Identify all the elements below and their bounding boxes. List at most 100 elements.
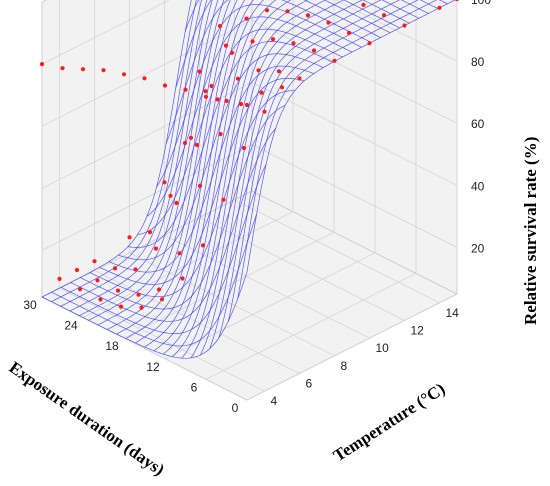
data-point	[326, 20, 331, 25]
z-axis-title: Relative survival rate (%)	[521, 137, 540, 325]
x-tick-label: 12	[146, 360, 160, 374]
y-axis-title: Temperature (°C)	[330, 379, 449, 465]
data-point	[259, 90, 264, 95]
data-point	[264, 8, 270, 13]
data-point	[223, 43, 229, 48]
data-point	[346, 30, 352, 35]
data-point	[402, 23, 407, 28]
gridline-y	[129, 0, 335, 357]
data-point	[168, 193, 173, 198]
data-point	[215, 97, 220, 102]
data-point	[183, 87, 188, 92]
x-tick-label: 24	[64, 319, 78, 333]
z-tick-label: 40	[471, 179, 485, 193]
observed-points	[39, 0, 459, 310]
gridline-x	[205, 0, 417, 380]
data-point	[244, 102, 250, 108]
data-point	[136, 292, 141, 297]
data-point	[194, 142, 200, 148]
x-tick-label: 0	[232, 401, 239, 415]
data-point	[142, 76, 147, 81]
y-tick-label: 12	[411, 324, 425, 338]
data-point	[311, 48, 317, 53]
data-point	[238, 101, 244, 107]
data-point	[262, 109, 267, 114]
data-point	[98, 297, 103, 302]
data-point	[209, 83, 214, 89]
data-point	[101, 68, 106, 73]
data-point	[297, 76, 302, 81]
data-point	[153, 246, 159, 251]
y-tick-label: 6	[306, 377, 313, 391]
data-point	[180, 276, 185, 281]
data-point	[118, 304, 124, 309]
gridline-x	[41, 0, 253, 298]
data-point	[197, 69, 202, 74]
gridline-y	[234, 0, 440, 304]
data-point	[147, 230, 153, 235]
gridline-x	[164, 0, 376, 360]
data-point	[437, 5, 442, 10]
surface-line-temperature	[175, 0, 381, 89]
x-tick-label: 18	[105, 339, 119, 353]
gridline-y	[94, 0, 300, 374]
data-point	[57, 276, 62, 281]
data-point	[162, 180, 167, 185]
data-point	[224, 98, 229, 103]
z-tick-label: 80	[471, 55, 485, 69]
data-point	[381, 13, 387, 18]
data-point	[221, 197, 226, 202]
surface-line-temperature	[70, 128, 276, 322]
y-tick-label: 4	[271, 394, 278, 408]
surface-line-temperature	[362, 0, 410, 24]
surface-line-temperature	[156, 4, 362, 188]
data-point	[95, 278, 100, 283]
data-point	[217, 23, 223, 29]
z-tick-label: 100	[471, 0, 491, 7]
data-point	[162, 83, 168, 88]
data-point	[241, 145, 247, 151]
data-point	[159, 297, 165, 302]
data-point	[182, 140, 188, 146]
data-point	[235, 76, 241, 81]
surface-line-temperature	[343, 0, 400, 29]
surface-line-temperature	[108, 65, 314, 273]
data-point	[39, 62, 45, 67]
data-point	[156, 287, 162, 292]
x-tick-label: 6	[191, 380, 198, 394]
data-point	[332, 58, 337, 63]
data-point	[291, 41, 296, 46]
data-point	[200, 243, 206, 248]
surface-line-temperature	[80, 104, 286, 310]
data-point	[455, 0, 459, 2]
surface-line-temperature	[137, 28, 343, 236]
y-tick-label: 14	[446, 306, 460, 320]
x-axis-title: Exposure duration (days)	[6, 358, 168, 480]
gridline-z	[41, 143, 458, 251]
data-point	[197, 183, 203, 188]
data-point	[188, 135, 194, 140]
data-point	[60, 66, 65, 71]
data-point	[256, 68, 261, 73]
surface-line-temperature	[51, 214, 257, 347]
surface-line-temperature	[146, 16, 353, 217]
data-point	[229, 50, 235, 55]
data-point	[177, 251, 182, 256]
surface-line-temperature	[89, 90, 295, 298]
y-tick-label: 8	[341, 359, 348, 373]
data-point	[244, 16, 249, 21]
data-point	[305, 13, 311, 18]
surface-line-temperature	[381, 0, 419, 19]
x-tick-label: 30	[23, 298, 37, 312]
gridline-x	[123, 0, 335, 339]
data-point	[203, 94, 209, 99]
data-point	[77, 287, 83, 292]
data-point	[133, 267, 138, 272]
data-point	[74, 267, 80, 273]
data-point	[218, 132, 223, 137]
data-point	[112, 266, 118, 271]
surface-line-temperature	[41, 271, 248, 359]
surface-line-temperature	[184, 0, 391, 34]
data-point	[127, 235, 132, 240]
data-point	[367, 41, 372, 46]
